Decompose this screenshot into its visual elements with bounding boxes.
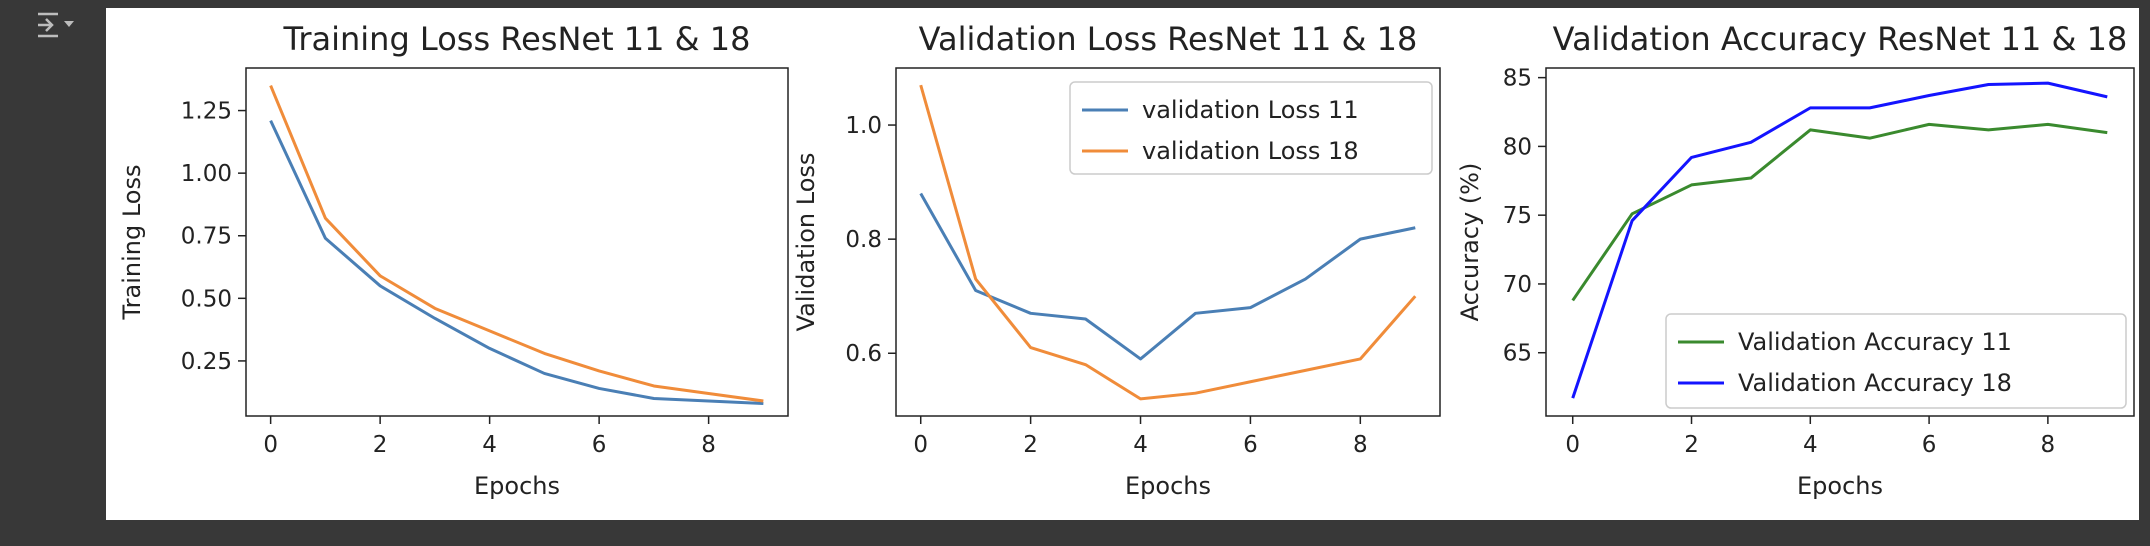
y-axis-label: Validation Loss — [792, 153, 820, 332]
x-tick-label: 2 — [1684, 432, 1699, 458]
series-line-2 — [919, 84, 1417, 401]
series-line-2 — [1571, 81, 2108, 399]
x-tick-label: 8 — [701, 432, 716, 458]
legend-entry: validation Loss 11 — [1142, 96, 1359, 124]
plot-frame — [245, 67, 789, 417]
y-tick-label: 65 — [1503, 341, 1532, 367]
x-tick-label: 6 — [1243, 432, 1258, 458]
chart-title: Training Loss ResNet 11 & 18 — [282, 20, 750, 58]
chart-title: Validation Accuracy ResNet 11 & 18 — [1553, 20, 2128, 58]
series-line-1 — [269, 119, 764, 405]
y-axis-label: Training Loss — [118, 165, 146, 321]
x-axis-label: Epochs — [1125, 472, 1211, 500]
y-tick-label: 1.0 — [845, 113, 882, 139]
y-tick-label: 0.6 — [845, 341, 882, 367]
y-tick-label: 0.25 — [181, 349, 232, 375]
cell-gutter — [0, 0, 104, 546]
y-tick-label: 1.25 — [181, 99, 232, 125]
figure-output: Training Loss ResNet 11 & 18 0 2 4 6 8 0.25 0.5… — [106, 8, 2139, 520]
legend-box — [1665, 313, 2127, 409]
legend-box — [1069, 81, 1433, 175]
x-tick-label: 6 — [592, 432, 607, 458]
x-tick-label: 0 — [913, 432, 928, 458]
legend-entry: validation Loss 18 — [1142, 137, 1359, 165]
x-tick-label: 0 — [263, 432, 278, 458]
x-tick-label: 8 — [1353, 432, 1368, 458]
cell-bottom-border — [0, 520, 2150, 546]
y-tick-label: 0.50 — [181, 286, 232, 312]
legend: Validation Accuracy 11 Validation Accurac… — [1665, 313, 2127, 409]
chart-2: Validation Loss ResNet 11 & 18 0 2 4 6 8 0.6 0.… — [792, 20, 1441, 500]
series-line-1 — [1571, 122, 2108, 302]
x-tick-label: 8 — [2041, 432, 2056, 458]
plot-frame — [1545, 67, 2135, 417]
y-tick-label: 70 — [1503, 272, 1532, 298]
x-tick-label: 4 — [482, 432, 497, 458]
series-line-1 — [919, 192, 1416, 361]
x-tick-label: 0 — [1565, 432, 1580, 458]
x-tick-label: 4 — [1803, 432, 1818, 458]
series-line-2 — [269, 84, 764, 403]
legend-entry: Validation Accuracy 11 — [1738, 328, 2012, 356]
plot-frame — [895, 67, 1441, 417]
chart-1: Training Loss ResNet 11 & 18 0 2 4 6 8 0.25 0.5… — [118, 20, 789, 500]
x-tick-label: 4 — [1133, 432, 1148, 458]
y-tick-label: 0.75 — [181, 224, 232, 250]
x-tick-label: 2 — [373, 432, 388, 458]
y-tick-label: 75 — [1503, 203, 1532, 229]
x-tick-label: 6 — [1922, 432, 1937, 458]
x-axis-label: Epochs — [1797, 472, 1883, 500]
legend: validation Loss 11 validation Loss 18 — [1069, 81, 1433, 175]
y-axis-label: Accuracy (%) — [1456, 163, 1484, 322]
legend-entry: Validation Accuracy 18 — [1738, 369, 2012, 397]
y-tick-label: 85 — [1503, 66, 1532, 92]
y-tick-label: 0.8 — [845, 227, 882, 253]
x-axis-label: Epochs — [474, 472, 560, 500]
figure-canvas: Training Loss ResNet 11 & 18 0 2 4 6 8 0.25 0.5… — [118, 20, 2135, 500]
x-tick-label: 2 — [1023, 432, 1038, 458]
chart-title: Validation Loss ResNet 11 & 18 — [919, 20, 1418, 58]
y-tick-label: 1.00 — [181, 161, 232, 187]
y-tick-label: 80 — [1503, 134, 1532, 160]
output-toggle-icon[interactable] — [34, 8, 78, 44]
chart-3: Validation Accuracy ResNet 11 & 18 0 2 4 6 8 6… — [1456, 20, 2135, 500]
